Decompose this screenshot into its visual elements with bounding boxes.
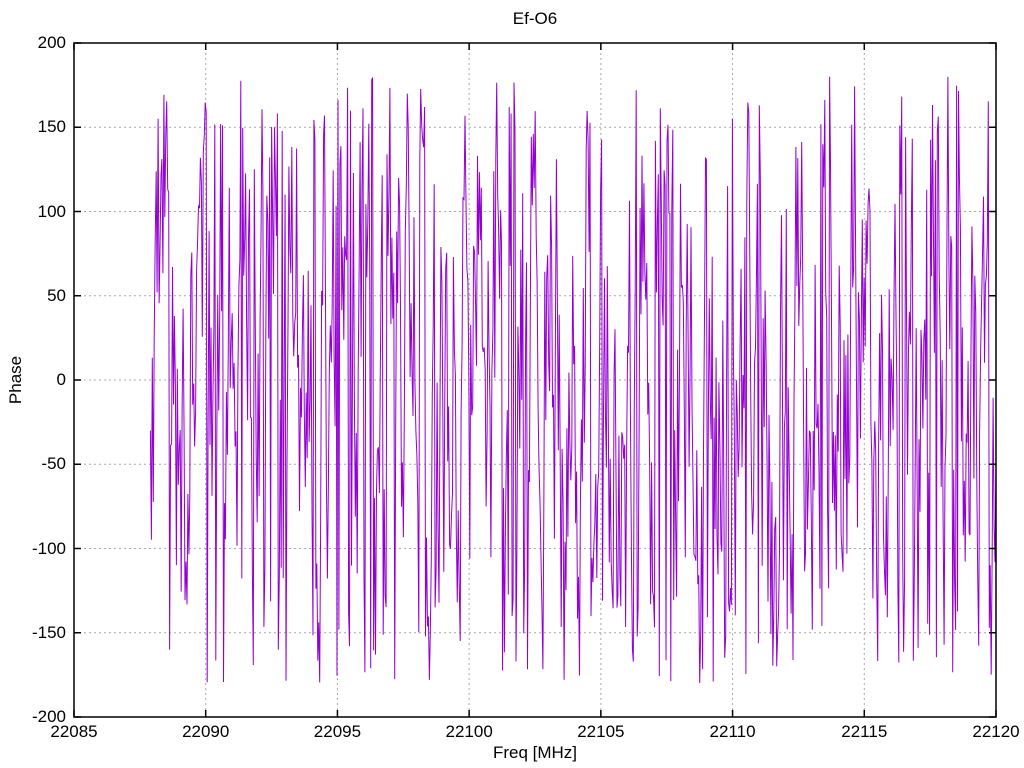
x-axis-label: Freq [MHz] — [492, 743, 578, 762]
y-tick-label: 50 — [47, 285, 66, 305]
x-tick-label: 22115 — [841, 722, 888, 741]
y-tick-label: -50 — [41, 454, 66, 474]
x-tick-label: 22085 — [50, 722, 98, 741]
x-tick-label: 22095 — [313, 722, 362, 741]
x-tick-label: 22090 — [182, 722, 230, 741]
y-tick-label: 0 — [56, 370, 66, 389]
y-tick-label: -150 — [31, 622, 66, 642]
x-tick-label: 22100 — [445, 722, 493, 741]
x-tick-label: 22120 — [972, 722, 1020, 741]
y-tick-label: -200 — [31, 707, 66, 726]
y-tick-label: -100 — [31, 538, 66, 558]
chart-title: Ef-O6 — [512, 9, 558, 28]
phase-trace — [149, 76, 997, 684]
y-tick-label: 150 — [37, 117, 66, 137]
y-tick-label: 200 — [37, 33, 66, 52]
y-tick-label: 100 — [37, 201, 66, 221]
x-tick-label: 22110 — [709, 722, 756, 741]
x-tick-label: 22105 — [577, 722, 625, 741]
